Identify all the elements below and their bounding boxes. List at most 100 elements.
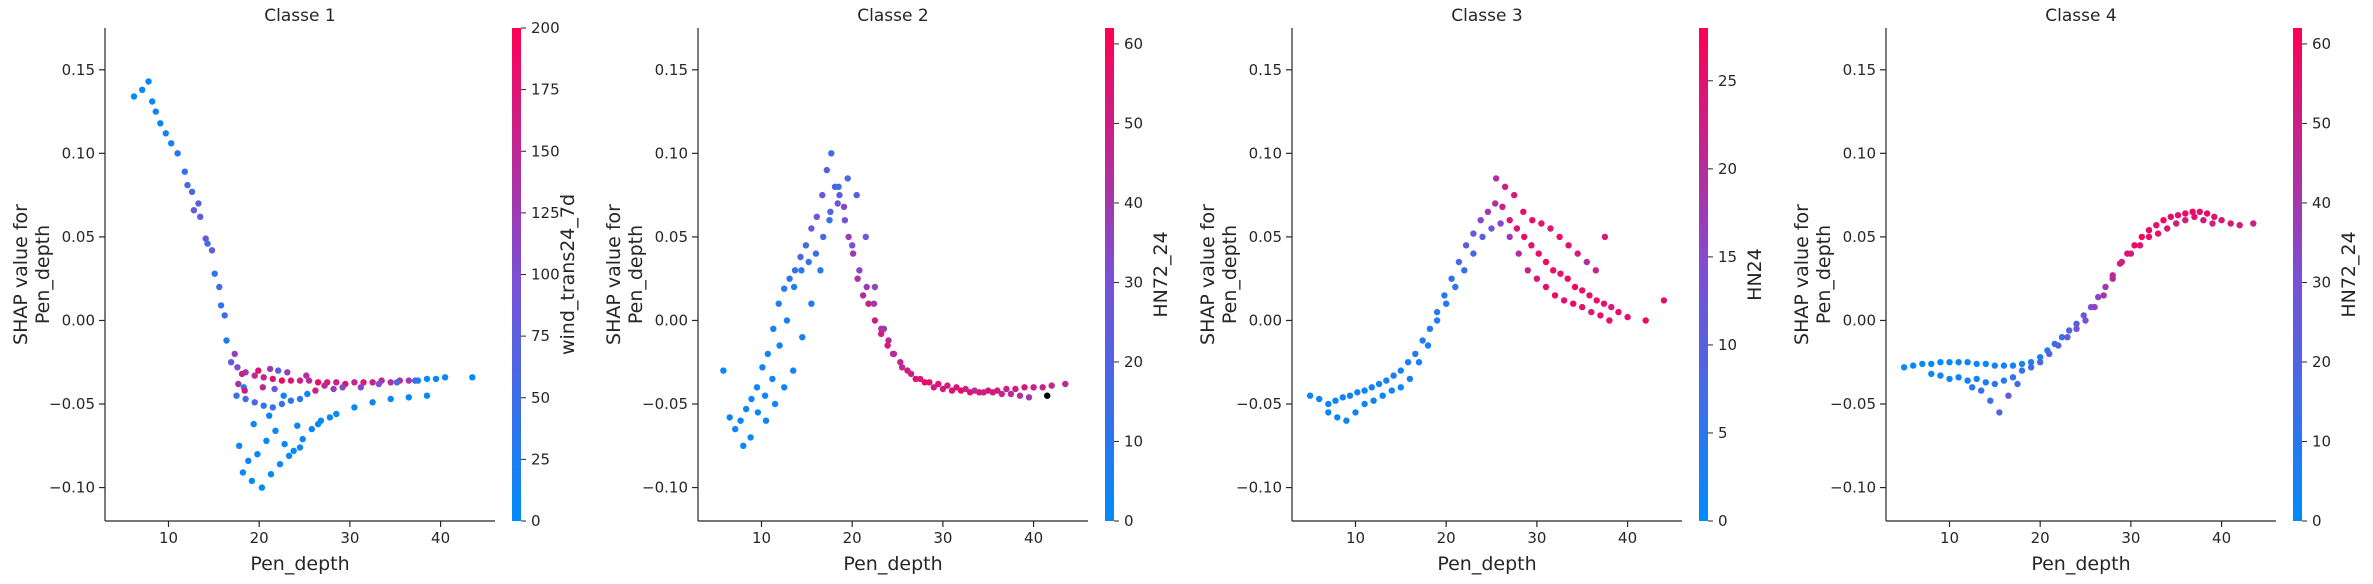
- data-point: [1608, 303, 1615, 311]
- data-point: [1579, 303, 1586, 311]
- data-point: [776, 342, 783, 349]
- data-point: [989, 389, 996, 396]
- data-point: [1325, 409, 1332, 416]
- data-point: [258, 484, 266, 491]
- x-tick-label: 20: [2031, 529, 2050, 547]
- data-point: [2127, 250, 2135, 257]
- data-point: [747, 434, 754, 441]
- data-point: [754, 409, 762, 416]
- data-point: [248, 477, 256, 485]
- chart-title: Classe 3: [1451, 6, 1522, 26]
- data-point: [1520, 208, 1527, 215]
- colorbar-tick-label: 175: [531, 81, 560, 99]
- y-tick-label: 0.05: [1249, 228, 1282, 246]
- data-point: [287, 397, 295, 404]
- data-point: [304, 390, 311, 398]
- data-point: [2018, 360, 2026, 368]
- colorbar-tick-label: 40: [1124, 194, 1143, 212]
- data-point: [2164, 225, 2171, 232]
- y-tick-label: 0.15: [1843, 61, 1876, 79]
- data-point: [281, 440, 288, 448]
- data-point: [921, 379, 928, 386]
- data-point: [269, 375, 276, 383]
- data-point: [912, 375, 919, 383]
- data-point: [2037, 354, 2044, 361]
- data-point: [2027, 364, 2035, 371]
- data-point: [1397, 367, 1405, 374]
- data-point: [227, 359, 235, 366]
- colorbar-tick-label: 10: [1124, 432, 1143, 450]
- data-point: [865, 300, 872, 307]
- data-point: [1928, 360, 1935, 368]
- data-point: [1044, 392, 1051, 399]
- data-point: [2138, 233, 2145, 241]
- data-point: [1506, 217, 1513, 224]
- data-point: [1535, 250, 1542, 257]
- y-tick-label: −0.05: [1830, 395, 1876, 413]
- y-tick-label: −0.10: [1830, 479, 1876, 497]
- data-point: [2066, 327, 2073, 334]
- data-point: [1969, 384, 1976, 391]
- scatter-points: [130, 78, 476, 491]
- data-point: [2211, 213, 2218, 220]
- chart-title: Classe 4: [2045, 6, 2116, 26]
- x-tick-label: 30: [1527, 529, 1546, 547]
- data-point: [357, 384, 364, 391]
- data-point: [813, 213, 820, 220]
- data-point: [759, 364, 766, 371]
- data-point: [2153, 222, 2160, 229]
- data-point: [1560, 297, 1568, 304]
- data-point: [2196, 208, 2203, 215]
- data-point: [1547, 225, 1554, 232]
- data-point: [1448, 275, 1455, 282]
- data-point: [236, 442, 243, 449]
- colorbar-tick-label: 30: [2312, 273, 2331, 291]
- data-point: [1306, 392, 1314, 399]
- data-point: [2000, 377, 2008, 384]
- data-point: [1964, 377, 1971, 384]
- x-tick-label: 10: [159, 529, 178, 547]
- data-point: [1375, 380, 1383, 388]
- data-point: [823, 166, 830, 174]
- data-point: [1529, 217, 1536, 224]
- colorbar: [1105, 28, 1114, 521]
- data-point: [1039, 384, 1046, 391]
- data-point: [781, 384, 788, 391]
- data-point: [260, 374, 267, 381]
- data-point: [1564, 275, 1571, 282]
- data-point: [1586, 292, 1593, 299]
- data-point: [962, 385, 969, 393]
- data-point: [770, 325, 777, 332]
- data-point: [1354, 389, 1361, 396]
- data-point: [2100, 292, 2107, 299]
- y-tick-label: 0.15: [655, 61, 688, 79]
- data-point: [1415, 359, 1423, 366]
- data-point: [326, 414, 334, 421]
- y-tick-label: 0.00: [1249, 311, 1282, 329]
- y-axis-label: SHAP value forPen_depth: [10, 204, 54, 345]
- data-point: [907, 370, 915, 378]
- data-point: [826, 217, 833, 224]
- data-point: [1528, 242, 1535, 249]
- data-point: [948, 387, 956, 394]
- data-point: [1316, 395, 1323, 403]
- data-point: [849, 242, 856, 249]
- colorbar-tick-label: 20: [2312, 353, 2331, 371]
- data-point: [1021, 384, 1028, 391]
- data-point: [2189, 208, 2196, 215]
- data-point: [819, 191, 826, 199]
- data-point: [423, 392, 431, 399]
- data-point: [1332, 397, 1339, 404]
- colorbar-tick-label: 15: [1718, 248, 1737, 266]
- data-point: [878, 330, 885, 337]
- data-point: [1455, 258, 1463, 266]
- data-point: [234, 364, 241, 371]
- data-point: [1900, 364, 1908, 371]
- data-point: [188, 188, 196, 195]
- data-point: [748, 395, 755, 403]
- data-point: [195, 200, 202, 207]
- colorbar-tick-label: 20: [1718, 160, 1737, 178]
- data-point: [360, 379, 367, 386]
- x-tick-label: 10: [1346, 529, 1365, 547]
- data-point: [216, 283, 223, 291]
